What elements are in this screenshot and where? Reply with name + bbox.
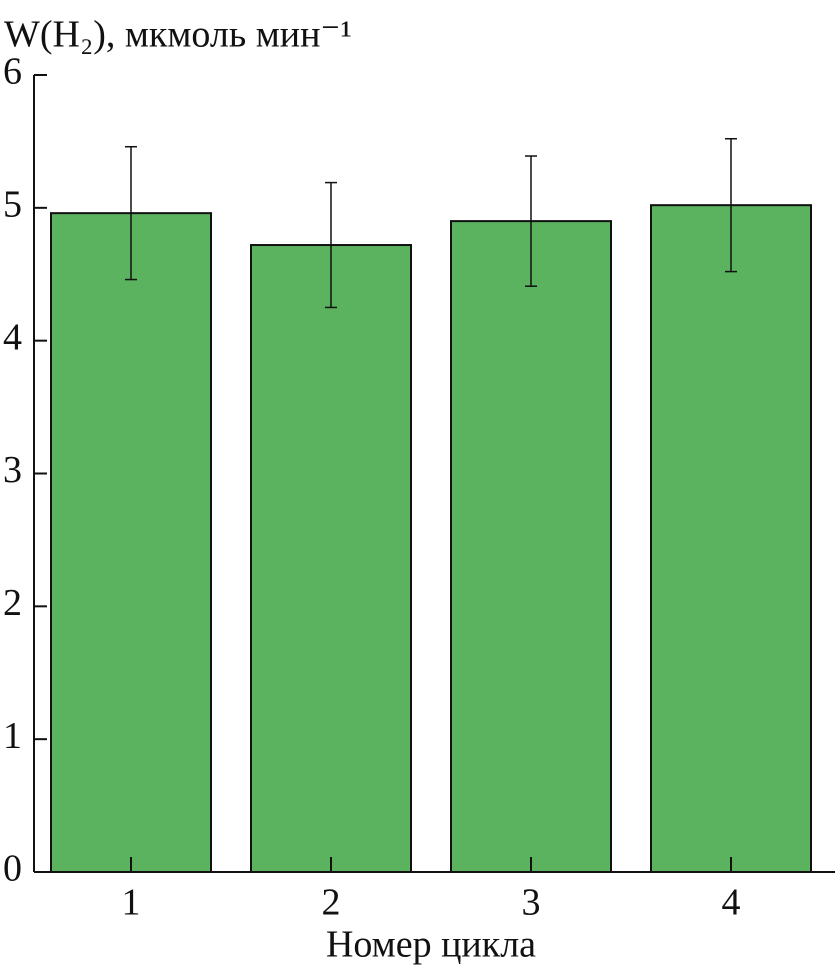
y-axis-label: W(H₂), мкмоль мин⁻¹ xyxy=(4,14,352,56)
x-tick-label: 4 xyxy=(722,882,741,924)
x-tick-label: 2 xyxy=(322,882,341,924)
y-tick-label: 4 xyxy=(3,316,22,358)
y-tick-label: 0 xyxy=(3,848,22,890)
x-axis-label: Номер цикла xyxy=(326,924,536,966)
bar xyxy=(450,220,612,874)
error-bar xyxy=(325,181,337,309)
error-bar xyxy=(525,155,537,287)
bar xyxy=(250,244,412,873)
x-tick-label: 1 xyxy=(122,882,141,924)
y-tick-label: 2 xyxy=(3,582,22,624)
y-tick-label: 3 xyxy=(3,449,22,491)
bar xyxy=(650,204,812,873)
error-bar xyxy=(125,145,137,281)
y-tick-label: 1 xyxy=(3,715,22,757)
y-tick-label: 6 xyxy=(3,51,22,93)
bar xyxy=(50,212,212,873)
error-bar xyxy=(725,138,737,273)
x-tick-label: 3 xyxy=(522,882,541,924)
y-tick-label: 5 xyxy=(3,184,22,226)
